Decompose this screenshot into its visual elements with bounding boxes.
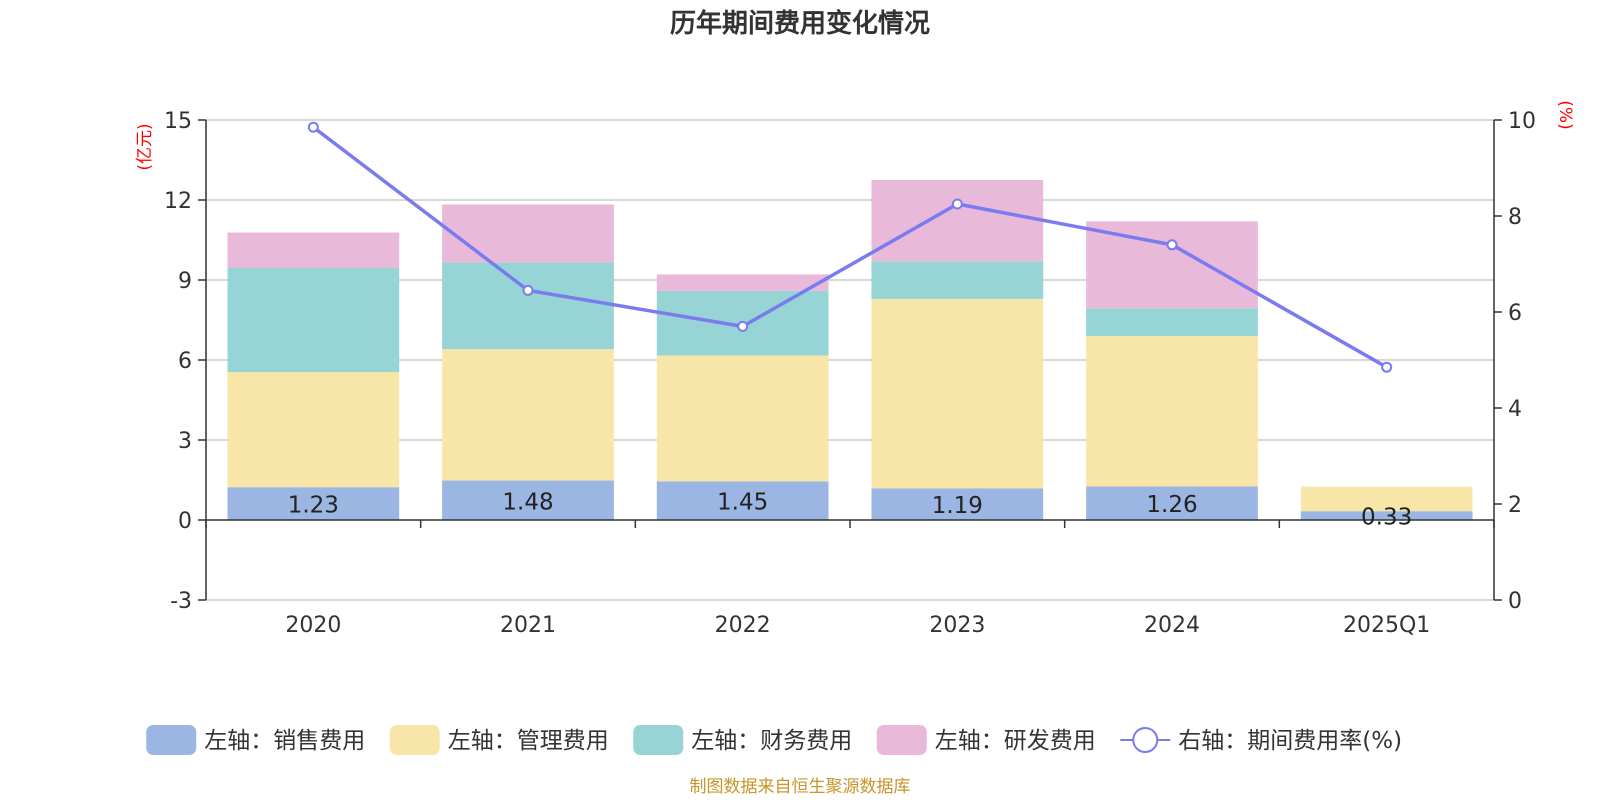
rate-point	[1166, 239, 1178, 251]
right-axis-unit: (%)	[1555, 100, 1575, 129]
rate-point	[307, 121, 319, 133]
bar-segment	[227, 232, 400, 268]
left-tick-label: 12	[164, 189, 192, 214]
legend-swatch	[876, 725, 927, 755]
bar-value-label: 1.26	[1146, 492, 1197, 518]
axes: -3 0 3 6 9 12 15 0 2 4 6 8 10 2020 2021 2022 2023 2024 202…	[164, 109, 1536, 638]
x-tick-label: 2020	[285, 613, 341, 638]
source-note: 制图数据来自恒生聚源数据库	[690, 777, 911, 797]
bar-value-label: 1.19	[932, 493, 983, 519]
rate-point	[737, 320, 749, 332]
x-tick-label: 2023	[929, 613, 985, 638]
bar-segment	[871, 488, 1044, 520]
bar-segment	[656, 481, 829, 520]
grid-lines	[206, 119, 1494, 601]
left-tick-label: 3	[178, 429, 192, 454]
bar-segment	[1300, 511, 1473, 520]
left-tick-label: -3	[170, 589, 192, 614]
bar-segment	[442, 480, 614, 520]
bar-segment	[1086, 221, 1258, 309]
left-tick-label: 0	[178, 509, 192, 534]
legend-label: 右轴：期间费用率(%)	[1178, 728, 1402, 754]
bar-segment	[656, 355, 829, 482]
legend-label: 左轴：研发费用	[935, 728, 1096, 754]
bar-segment	[1300, 486, 1473, 512]
right-tick-label: 0	[1508, 589, 1522, 614]
right-tick-label: 4	[1508, 397, 1522, 422]
rate-line	[307, 121, 1393, 373]
x-tick-label: 2024	[1144, 613, 1200, 638]
bar-segment	[227, 268, 400, 372]
bar-segment	[1086, 486, 1258, 520]
legend-swatch	[389, 725, 440, 755]
bar-segment	[227, 487, 400, 520]
data-labels: 1.23 1.48 1.45 1.19 1.26 0.33	[288, 489, 1413, 530]
bar-segment	[1086, 336, 1258, 487]
bar-segment	[442, 349, 614, 481]
bars	[227, 180, 1473, 520]
bar-segment	[656, 274, 829, 291]
right-tick-label: 10	[1508, 109, 1536, 134]
bar-value-label: 1.48	[502, 489, 553, 515]
x-tick-label: 2022	[715, 613, 771, 638]
right-tick-label: 8	[1508, 205, 1522, 230]
legend-swatch	[633, 725, 684, 755]
bar-value-label: 1.23	[288, 493, 339, 519]
rate-point	[951, 198, 963, 210]
chart-title: 历年期间费用变化情况	[670, 8, 930, 39]
legend-label: 左轴：管理费用	[448, 728, 609, 754]
x-tick-label: 2021	[500, 613, 556, 638]
bar-segment	[871, 180, 1044, 262]
legend: 左轴：销售费用 左轴：管理费用 左轴：财务费用 左轴：研发费用 右轴：期间费用率(%)	[146, 725, 1402, 755]
left-tick-label: 15	[164, 109, 192, 134]
bar-segment	[871, 298, 1044, 489]
bar-segment	[442, 204, 614, 263]
left-tick-label: 9	[178, 269, 192, 294]
right-tick-label: 6	[1508, 301, 1522, 326]
rate-point	[1381, 361, 1393, 373]
bar-value-label: 0.33	[1361, 505, 1412, 531]
bar-value-label: 1.45	[717, 490, 768, 516]
right-tick-label: 2	[1508, 493, 1522, 518]
legend-marker-icon	[1132, 727, 1159, 753]
legend-label: 左轴：财务费用	[691, 728, 852, 754]
legend-swatch	[146, 725, 197, 755]
left-axis-unit: (亿元)	[135, 123, 155, 170]
bar-segment	[227, 372, 400, 488]
x-tick-label: 2025Q1	[1343, 613, 1430, 638]
rate-point	[522, 284, 534, 296]
bar-segment	[442, 262, 614, 350]
legend-label: 左轴：销售费用	[204, 728, 365, 754]
left-tick-label: 6	[178, 349, 192, 374]
bar-segment	[871, 261, 1044, 299]
rate-polyline	[312, 125, 1388, 369]
bar-segment	[1086, 308, 1258, 336]
